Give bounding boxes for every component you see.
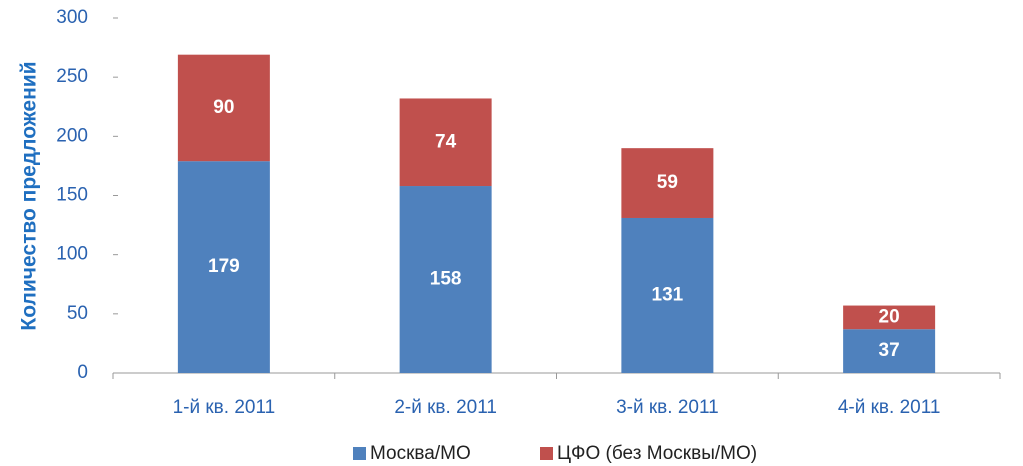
data-label: 131: [652, 285, 684, 306]
bar-segment: [621, 148, 714, 218]
legend-swatch: [540, 447, 553, 460]
y-tick-label: 50: [67, 303, 88, 324]
data-label: 37: [879, 340, 900, 361]
x-tick-label: 2-й кв. 2011: [394, 397, 497, 418]
y-tick-label: 100: [56, 244, 88, 265]
data-label: 179: [208, 256, 240, 277]
x-tick-label: 1-й кв. 2011: [173, 397, 276, 418]
y-tick-label: 250: [56, 66, 88, 87]
y-axis-label: Количество предложений: [18, 61, 41, 330]
x-tick-label: 3-й кв. 2011: [616, 397, 719, 418]
data-label: 158: [430, 269, 462, 290]
bar-segment: [843, 329, 936, 373]
bar-segment: [399, 186, 492, 373]
legend-swatch: [353, 447, 366, 460]
data-label: 90: [213, 97, 234, 118]
y-tick-label: 150: [56, 185, 88, 206]
legend-label: Москва/МО: [370, 443, 471, 464]
legend-label: ЦФО (без Москвы/МО): [557, 443, 757, 464]
y-tick-label: 300: [56, 7, 88, 28]
bar-segment: [399, 98, 492, 187]
bar-segment: [177, 54, 270, 162]
bar-segment: [177, 161, 270, 373]
bar-segment: [843, 305, 936, 330]
y-tick-label: 0: [77, 362, 88, 383]
bar-segment: [621, 217, 714, 373]
data-label: 74: [435, 131, 457, 152]
data-label: 20: [879, 306, 900, 327]
x-tick-label: 4-й кв. 2011: [838, 397, 941, 418]
data-label: 59: [657, 172, 678, 193]
y-tick-label: 200: [56, 125, 88, 146]
